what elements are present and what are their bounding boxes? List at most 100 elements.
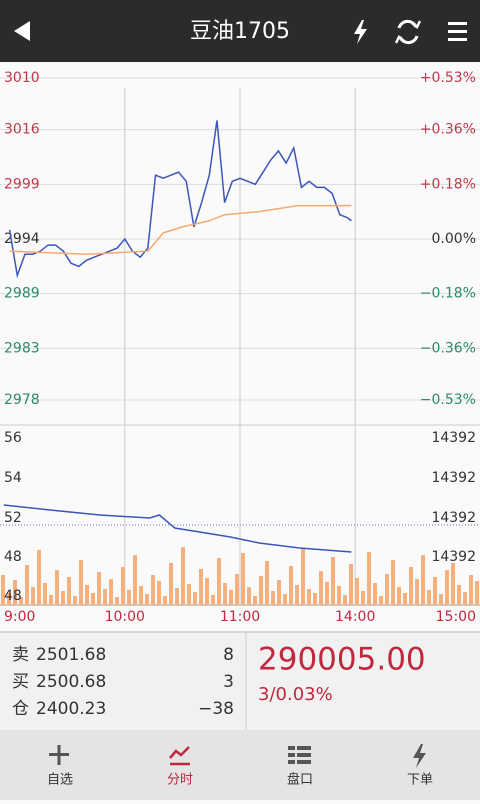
volume-label: 48 xyxy=(4,588,22,604)
indicator-line xyxy=(3,504,352,553)
volume-bar xyxy=(205,578,209,605)
x-tick-label: 9:00 xyxy=(4,609,35,625)
volume-bar xyxy=(355,578,359,605)
volume-bar xyxy=(361,591,365,605)
back-button[interactable] xyxy=(14,21,30,41)
price-label: 2983 xyxy=(4,340,40,356)
y-tick-label: −0.18% xyxy=(420,286,476,302)
volume-bar xyxy=(163,596,167,605)
volume-bar xyxy=(241,553,245,605)
x-tick-label: 14:00 xyxy=(335,609,375,625)
volume-bar xyxy=(49,595,53,605)
volume-bar xyxy=(439,594,443,605)
volume-label: 14392 xyxy=(431,430,476,446)
volume-bar xyxy=(7,593,11,605)
header-title: 豆油1705 xyxy=(190,19,290,44)
volume-bar xyxy=(277,580,281,605)
volume-bar xyxy=(127,590,131,605)
volume-label: 14392 xyxy=(431,470,476,486)
volume-bar xyxy=(259,576,263,605)
volume-bar xyxy=(91,593,95,605)
quote-price: 2501.68 xyxy=(36,645,106,665)
volume-label: 52 xyxy=(4,510,22,526)
x-tick-label: 10:00 xyxy=(105,609,145,625)
volume-bar xyxy=(97,572,101,605)
tab-label[interactable]: 自选 xyxy=(47,773,73,788)
price-label: 3016 xyxy=(4,122,40,138)
volume-bar xyxy=(217,558,221,605)
x-tick-label: 11:00 xyxy=(220,609,260,625)
volume-bar xyxy=(31,587,35,605)
volume-bar xyxy=(247,587,251,605)
quote-label: 卖 xyxy=(12,645,29,665)
quote-label: 仓 xyxy=(12,699,29,719)
volume-bar xyxy=(349,564,353,605)
volume-bar xyxy=(19,597,23,605)
volume-bar xyxy=(325,582,329,605)
quote-price: 2400.23 xyxy=(36,699,106,719)
volume-bar xyxy=(181,547,185,605)
price-line xyxy=(9,204,352,255)
tab-label[interactable]: 盘口 xyxy=(287,772,313,788)
volume-label: 56 xyxy=(4,430,22,446)
volume-bar xyxy=(397,587,401,605)
volume-bar xyxy=(1,575,5,605)
volume-bar xyxy=(139,586,143,605)
quote-price: 2500.68 xyxy=(36,672,106,692)
volume-bar xyxy=(421,555,425,605)
y-tick-label: −0.53% xyxy=(420,392,476,408)
volume-bar xyxy=(151,575,155,605)
volume-bar xyxy=(427,590,431,605)
volume-bar xyxy=(469,575,473,605)
volume-bar xyxy=(457,585,461,605)
volume-bar xyxy=(103,589,107,605)
volume-bar xyxy=(343,595,347,605)
quote-volume: 8 xyxy=(223,645,234,665)
quote-volume: −38 xyxy=(198,699,234,719)
price-line xyxy=(8,120,352,279)
volume-bar xyxy=(475,581,479,605)
flash-button[interactable] xyxy=(354,20,367,44)
volume-bar xyxy=(193,592,197,605)
header-bar xyxy=(0,0,480,62)
tab-label[interactable]: 下单 xyxy=(407,773,433,788)
volume-bar xyxy=(463,592,467,605)
refresh-button[interactable] xyxy=(394,19,422,45)
volume-bar xyxy=(157,581,161,605)
tab-icon xyxy=(288,746,311,764)
volume-bar xyxy=(289,566,293,605)
volume-bar xyxy=(403,593,407,605)
volume-bar xyxy=(301,549,305,605)
volume-bar xyxy=(331,557,335,605)
last-price: 290005.00 xyxy=(258,642,426,678)
y-tick-label: −0.36% xyxy=(420,340,476,356)
volume-bar xyxy=(307,589,311,605)
volume-bar xyxy=(337,586,341,605)
volume-label: 48 xyxy=(4,549,22,565)
volume-bar xyxy=(115,597,119,605)
volume-bar xyxy=(133,555,137,605)
volume-bar xyxy=(55,570,59,605)
volume-label: 54 xyxy=(4,470,22,486)
volume-bar xyxy=(283,594,287,605)
volume-bar xyxy=(271,591,275,605)
price-label: 2999 xyxy=(4,176,40,192)
y-tick-label: +0.18% xyxy=(420,176,476,192)
volume-bar xyxy=(145,594,149,605)
volume-bar xyxy=(319,571,323,605)
volume-bar xyxy=(169,563,173,605)
volume-bar xyxy=(109,579,113,605)
volume-bar xyxy=(25,565,29,605)
tab-label[interactable]: 分时 xyxy=(167,773,193,788)
menu-button[interactable] xyxy=(448,22,467,41)
volume-bar xyxy=(409,567,413,605)
quote-panel xyxy=(0,632,480,730)
volume-bar xyxy=(367,552,371,605)
tab-icon xyxy=(169,746,190,766)
price-label: 2994 xyxy=(4,231,40,247)
quote-volume: 3 xyxy=(223,672,234,692)
volume-bar xyxy=(37,550,41,605)
volume-bar xyxy=(373,583,377,605)
volume-bar xyxy=(121,567,125,605)
